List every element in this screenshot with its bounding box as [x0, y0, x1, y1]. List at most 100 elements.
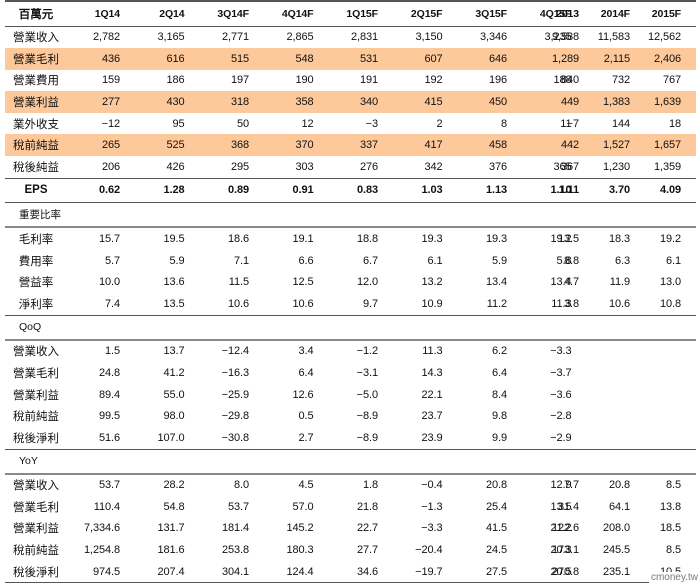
value-cell: 277	[101, 96, 120, 109]
value-cell: 974.5	[92, 565, 120, 578]
value-cell: −7	[566, 117, 579, 130]
value-cell: 10.9	[421, 297, 443, 310]
value-cell: 3,150	[415, 31, 443, 44]
row-label: 毛利率	[18, 233, 54, 246]
value-cell: 3.8	[564, 297, 579, 310]
yoy-row: 稅前純益 1,254.8 181.6 253.8 180.3 27.7 −20.4 24.5 2…	[5, 539, 583, 561]
value-cell: 181.4	[221, 522, 249, 535]
value-cell: 208.0	[602, 522, 630, 535]
value-cell: 367	[560, 160, 579, 173]
column-header: 2013	[556, 7, 579, 20]
value-cell: −8.9	[356, 431, 378, 444]
value-cell: 145.2	[286, 522, 314, 535]
row-label: 營業利益	[13, 389, 59, 402]
value-cell: 206	[101, 160, 120, 173]
row-label: 稅前純益	[13, 140, 59, 153]
value-cell: 13.2	[421, 276, 443, 289]
value-cell: −3.6	[550, 388, 572, 401]
value-cell: 253.8	[221, 544, 249, 557]
value-cell: 11.3	[422, 345, 443, 358]
value-cell: 22.1	[421, 388, 443, 401]
value-cell: 1.8	[363, 479, 378, 492]
value-cell: −3	[365, 117, 378, 130]
value-cell: −5.0	[356, 388, 378, 401]
value-cell: 304.1	[221, 565, 249, 578]
value-cell: 1.5	[105, 345, 120, 358]
column-header: 4Q14F	[281, 7, 314, 20]
value-cell: 5.9	[492, 254, 507, 267]
income-row: 840 732 767	[528, 70, 696, 92]
value-cell: 20.8	[608, 479, 630, 492]
yoy-row: 173.1 245.5 8.5	[528, 539, 696, 561]
value-cell: 22.7	[356, 522, 378, 535]
value-cell: 12.5	[292, 276, 314, 289]
income-row: 442 1,527 1,657	[528, 134, 696, 157]
value-cell: 197	[230, 74, 249, 87]
value-cell: 3.4	[298, 345, 314, 358]
value-cell: 417	[424, 139, 443, 152]
value-cell: 64.1	[608, 500, 630, 513]
value-cell: −12	[101, 117, 120, 130]
value-cell: 207.4	[157, 565, 185, 578]
value-cell: −1.3	[421, 500, 443, 513]
value-cell: 55.0	[163, 388, 185, 401]
value-cell: 54.8	[163, 500, 185, 513]
value-cell: 12.9	[550, 479, 572, 492]
column-header: 3Q15F	[475, 7, 507, 20]
value-cell: 6.6	[298, 254, 314, 267]
value-cell: 144	[611, 117, 630, 130]
row-label: 營業利益	[13, 523, 59, 536]
annual-table: 2013 2014F 2015F 9,588 11,583 12,562 1,289 2,11…	[528, 0, 696, 584]
yoy-row: 營業毛利 110.4 54.8 53.7 57.0 21.8 −1.3 25.4 13.5	[5, 496, 583, 518]
income-row: 9,588 11,583 12,562	[528, 27, 696, 49]
value-cell: 190	[295, 74, 314, 87]
value-cell: 27.5	[485, 565, 507, 578]
row-label: 稅後淨利	[13, 432, 59, 445]
eps-label: EPS	[24, 184, 48, 197]
value-cell: 525	[166, 139, 185, 152]
value-cell: 449	[560, 96, 579, 109]
value-cell: 6.1	[427, 254, 443, 267]
value-cell: 2,406	[653, 52, 681, 65]
eps-row: EPS 0.62 1.28 0.89 0.91 0.83 1.03 1.13 1.10	[5, 179, 583, 204]
row-label: 營業收入	[13, 346, 59, 359]
value-cell: 8.4	[492, 388, 507, 401]
value-cell: −8.9	[356, 410, 378, 423]
value-cell: 2,865	[286, 31, 314, 44]
value-cell: 53.7	[227, 500, 249, 513]
yoy-row: 122.6 208.0 18.5	[528, 518, 696, 540]
section-title: YoY	[19, 455, 38, 467]
value-cell: 110.4	[93, 500, 120, 513]
value-cell: 122.6	[551, 522, 579, 535]
row-label: 稅後淨利	[13, 566, 59, 579]
row-label: 稅前純益	[13, 411, 59, 424]
value-cell: 107.0	[157, 431, 185, 444]
value-cell: 51.6	[98, 431, 120, 444]
value-cell: −0.4	[421, 479, 443, 492]
watermark: cmoney.tw	[648, 572, 698, 583]
value-cell: −19.7	[415, 565, 443, 578]
value-cell: 4.7	[564, 276, 579, 289]
value-cell: 426	[166, 160, 185, 173]
value-cell: 0.91	[292, 184, 314, 197]
value-cell: 50	[236, 117, 249, 130]
value-cell: 295	[230, 160, 249, 173]
value-cell: 2,771	[221, 31, 249, 44]
qoq-row	[528, 362, 696, 384]
row-label: 營業利益	[13, 97, 59, 110]
ratios-section-header	[528, 203, 696, 229]
yoy-row: 7.7 20.8 8.5	[528, 475, 696, 497]
value-cell: 368	[230, 139, 249, 152]
value-cell: 531	[359, 52, 378, 65]
value-cell: 191	[359, 74, 378, 87]
value-cell: 196	[488, 74, 507, 87]
row-label: 營業收入	[13, 480, 59, 493]
value-cell: 450	[488, 96, 507, 109]
quarterly-table: 百萬元 1Q14 2Q14 3Q14F 4Q14F 1Q15F 2Q15F 3Q15F 4Q15…	[5, 0, 583, 584]
value-cell: 1.11	[558, 184, 580, 197]
income-row: 367 1,230 1,359	[528, 156, 696, 179]
income-row: 營業毛利436616515548531607646622	[5, 48, 583, 70]
column-header: 2014F	[600, 7, 630, 20]
row-label: 營業費用	[13, 75, 59, 88]
value-cell: 25.4	[485, 500, 507, 513]
